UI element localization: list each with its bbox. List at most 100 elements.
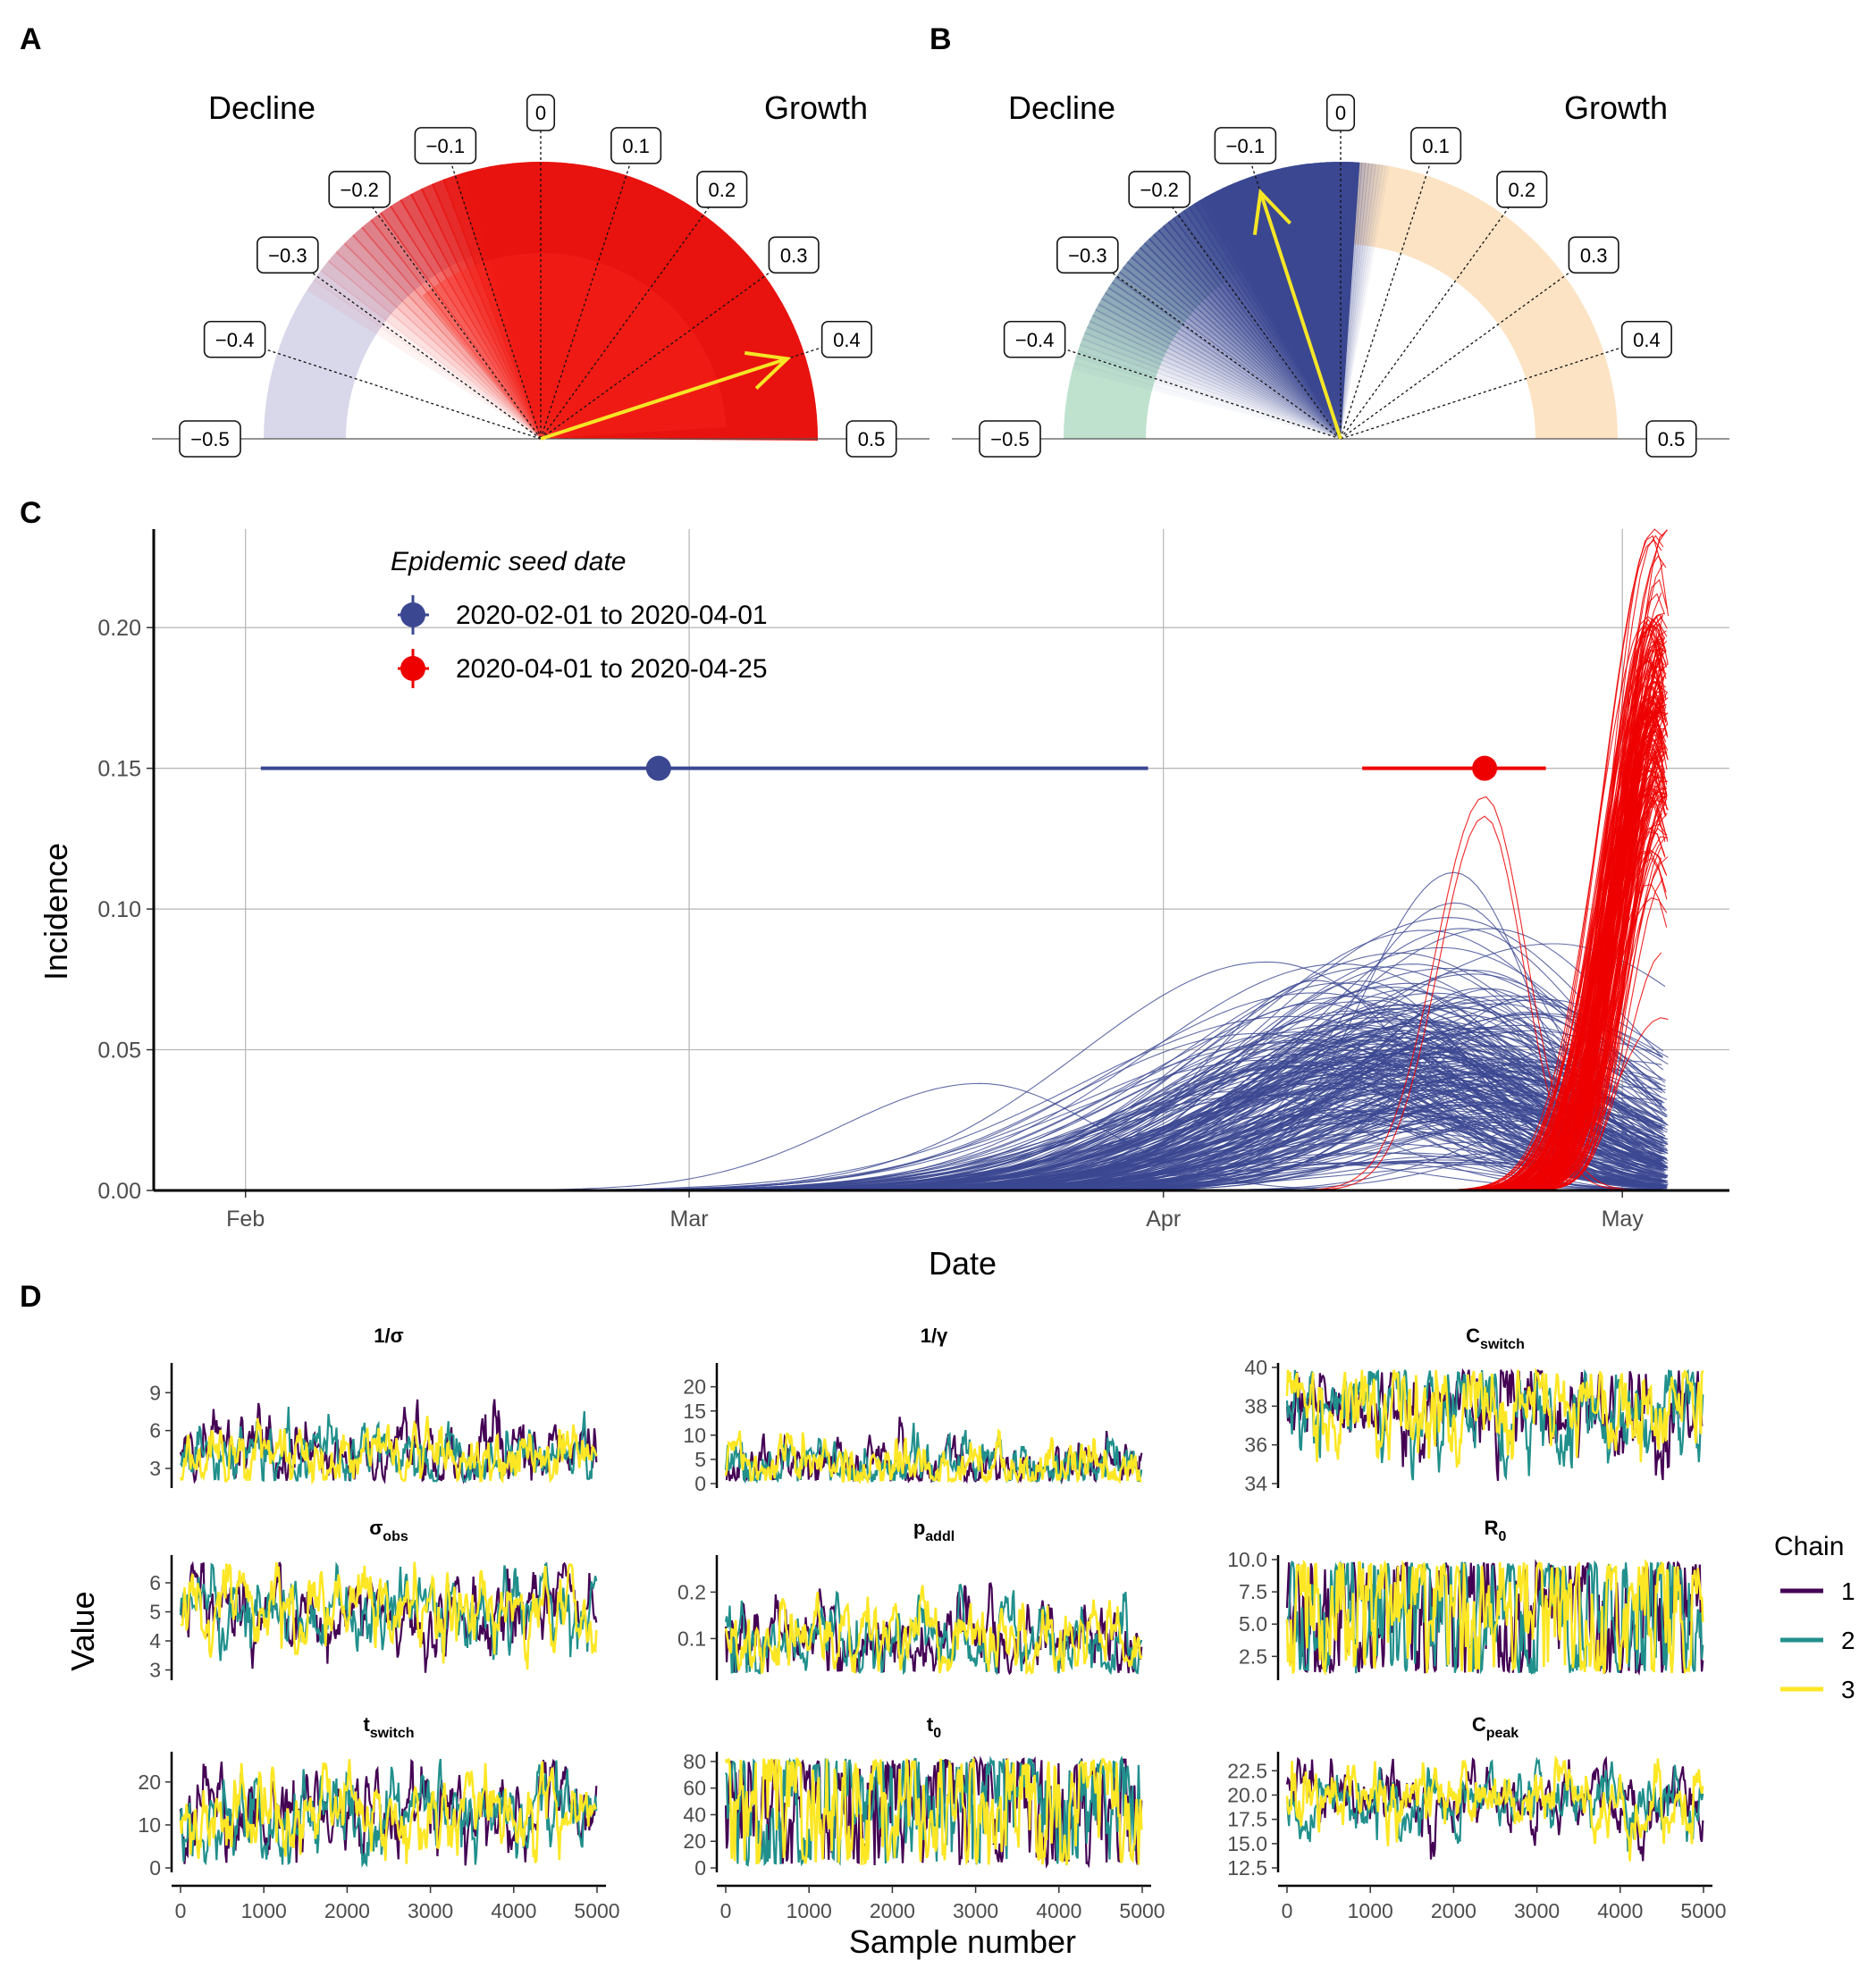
gauge-label: 0 [535, 102, 546, 124]
facet-x-tick-label: 0 [1282, 1899, 1293, 1922]
gauge-label-box [1620, 320, 1672, 358]
panel-label-c: C [20, 496, 42, 530]
gauge-fan-slice [1089, 315, 1341, 439]
facet-y-tick-label: 0.1 [677, 1627, 706, 1650]
gauge-fan-edge [1341, 165, 1391, 439]
gauge-fan-slice [352, 226, 541, 439]
gauge-ray [1340, 203, 1512, 440]
gauge-fan-slice [1139, 242, 1341, 439]
gauge-fan-slice [1111, 276, 1341, 439]
gauge-label-box [203, 320, 266, 358]
gauge-fan-slice [1182, 206, 1341, 439]
chain-trace [1285, 1754, 1704, 1862]
y-tick-label: 0.15 [97, 757, 141, 782]
gauge-fan-edge [1341, 162, 1367, 439]
facet-x-tick-label: 0 [720, 1899, 732, 1922]
gauge-fan-slice [1282, 166, 1341, 439]
gauge-fan-slice [1118, 265, 1341, 439]
gauge-fan-slice [1188, 203, 1341, 439]
gauge-fan-slice [1104, 287, 1341, 439]
y-tick-label: 0.00 [97, 1179, 141, 1204]
gauge-fan-slice [465, 168, 541, 439]
gauge-fan-slice [541, 245, 749, 439]
gauge-fan-slice [541, 368, 812, 439]
trace-group [1285, 1754, 1704, 1862]
gauge-label: −0.2 [1140, 179, 1178, 201]
gauge-fan-edge [1341, 163, 1373, 439]
chain-trace [179, 1416, 598, 1485]
gauge-label: −0.3 [268, 244, 307, 266]
trace-group [179, 1758, 598, 1868]
gauge-fan-edge [1341, 164, 1384, 439]
gauge-fan-slice [1153, 229, 1341, 439]
decline-label-a: Decline [208, 89, 315, 126]
facet-y-tick-label: 15.0 [1227, 1832, 1267, 1855]
gauge-fan-slice [361, 219, 541, 439]
facet-x-tick-label: 2000 [870, 1899, 915, 1922]
gauge-fan-slice [1288, 165, 1341, 439]
gauge-label: 0.2 [708, 179, 736, 201]
facet-y-tick-label: 5 [149, 1601, 161, 1624]
gauge-fan-edge [1341, 163, 1376, 439]
legend-key-point [400, 656, 425, 681]
facet-y-tick-label: 10.0 [1227, 1548, 1267, 1571]
facet-y-tick-label: 10 [683, 1424, 706, 1447]
gauge-fan-slice [400, 193, 541, 439]
gauge-fan-slice [541, 312, 794, 439]
gauge-label-box [179, 420, 241, 458]
facet-x-tick-label: 5000 [1119, 1899, 1165, 1922]
gauge-label: −0.4 [215, 329, 254, 351]
gauge-fan-slice [1148, 233, 1341, 439]
facet-y-tick-label: 9 [149, 1381, 161, 1404]
gauge-fan-slice [380, 205, 541, 439]
gauge-fan-slice [1210, 190, 1341, 440]
gauge-ray [1169, 203, 1342, 440]
gauge-fan-slice [390, 199, 541, 440]
gauge-ray [301, 265, 542, 440]
x-tick-label: Mar [670, 1207, 709, 1232]
facet-y-tick-label: 7.5 [1239, 1580, 1267, 1603]
gauge-label-box [414, 127, 477, 164]
facet-y-tick-label: 4 [149, 1629, 161, 1653]
facet-x-tick-label: 1000 [241, 1899, 287, 1922]
trace-group [724, 1755, 1143, 1869]
x-tick-label: May [1602, 1207, 1645, 1232]
facet-y-tick-label: 0 [149, 1856, 161, 1880]
gauge-fan-slice [1275, 167, 1341, 439]
gauge-fan-slice [476, 166, 541, 439]
seed-legend-blue-label: 2020-02-01 to 2020-04-01 [456, 601, 768, 630]
gauge-pointer-head [744, 350, 792, 391]
gauge-fan-slice [1325, 162, 1341, 439]
facet-y-tick-label: 0.2 [677, 1580, 706, 1603]
gauge-ray [369, 203, 542, 440]
chain-legend-title: Chain [1774, 1532, 1844, 1561]
gauge-fan-slice [1115, 271, 1341, 439]
incidence-curve [360, 1082, 1669, 1190]
gauge-fan-slice [1084, 325, 1341, 439]
gauge-fan-slice [524, 162, 541, 439]
gauge-fan-slice [1193, 199, 1341, 440]
gauge-fan-slice [1269, 169, 1341, 439]
gauge-fan-slice [541, 391, 816, 439]
gauge-label: 0.1 [622, 135, 650, 157]
gauge-fan-slice [1294, 164, 1341, 439]
trace-group [1285, 1367, 1704, 1482]
growth-label-a: Growth [764, 89, 868, 126]
gauge-label-box [1410, 127, 1462, 164]
gauge-label-box [845, 420, 897, 458]
incidence-y-title: Incidence [38, 843, 74, 980]
facet-y-tick-label: 40 [1244, 1356, 1267, 1379]
facet-x-tick-label: 3000 [408, 1899, 453, 1922]
facet-title: paddl [913, 1517, 955, 1544]
gauge-fan-slice [1300, 164, 1341, 439]
gauge-fan-slice [1245, 175, 1341, 439]
chain-trace [179, 1759, 598, 1864]
gauge-fan-slice [1313, 162, 1341, 440]
facet-title: Cswitch [1466, 1325, 1525, 1352]
gauge-label: 0.1 [1422, 135, 1450, 157]
gauge-label-box [1003, 320, 1066, 358]
gauge-fan-slice [541, 184, 664, 439]
growth-gauge-b: −0.5 −0.4 −0.3 −0.2 −0.1 0 0.1 0.2 0.3 0.4 0.5 [952, 94, 1729, 458]
facet-x-tick-label: 4000 [1597, 1899, 1643, 1922]
gauge-fan-inner [422, 253, 727, 439]
